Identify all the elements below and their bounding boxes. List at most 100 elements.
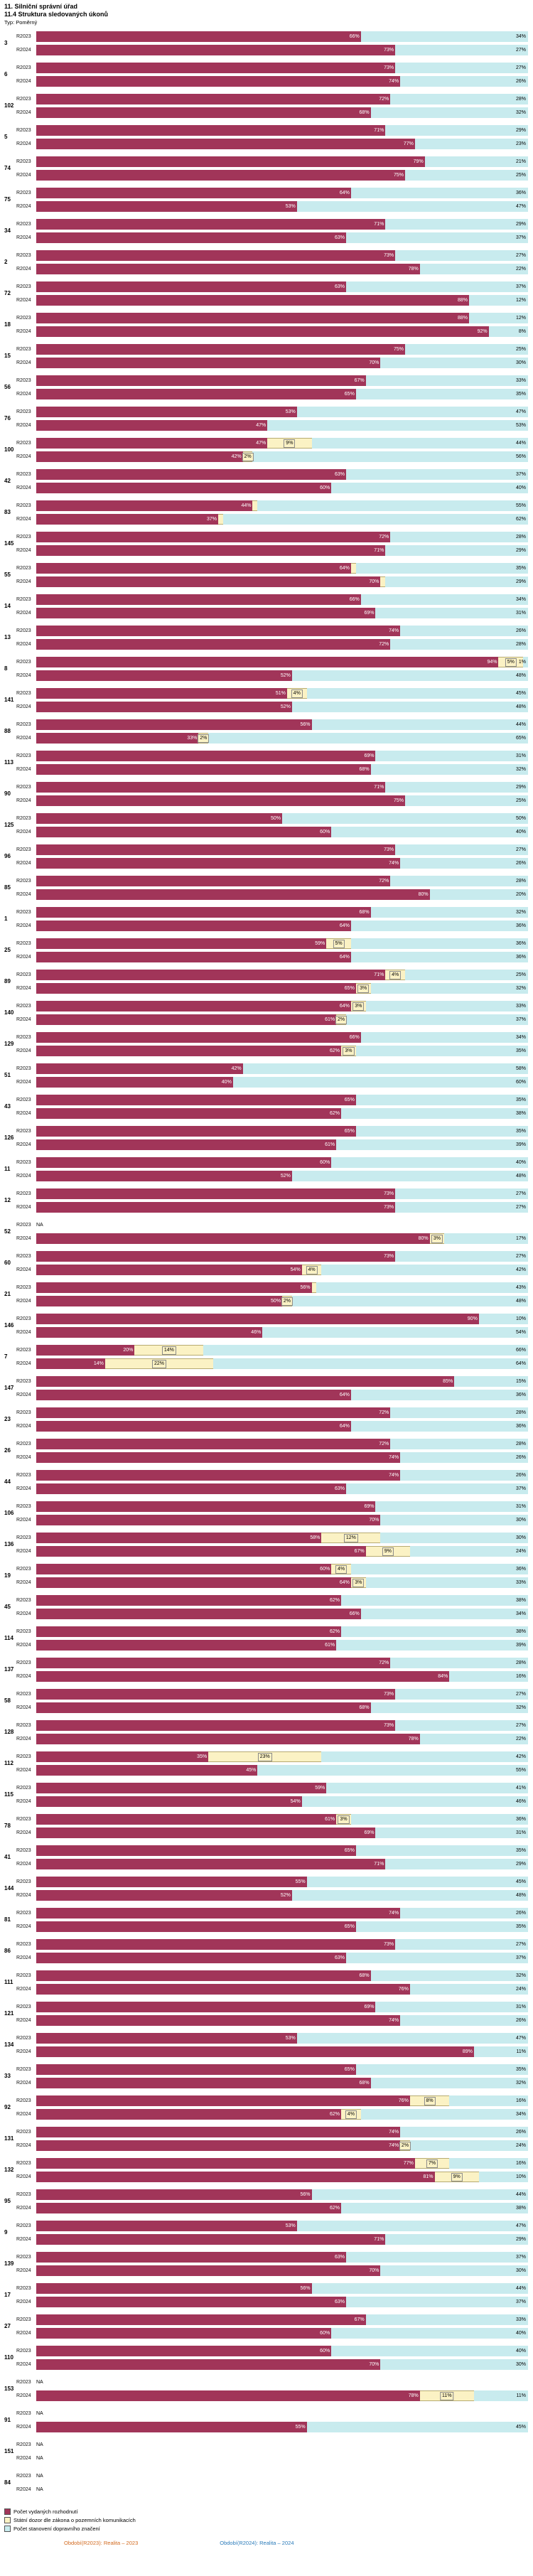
value-label: 4% [389, 970, 402, 980]
value-label: 32% [515, 2080, 526, 2086]
period-label: R2024 [16, 1579, 31, 1585]
segment-rozhodnuti: 60% [36, 826, 332, 837]
value-label: 74% [389, 1454, 399, 1460]
value-label: 20% [515, 891, 526, 897]
segment-znaceni: 31% [375, 750, 528, 761]
stacked-bar: 68% 32% [36, 2077, 528, 2088]
segment-rozhodnuti: 71% [36, 218, 386, 230]
value-label: 28% [515, 1410, 526, 1415]
value-label: 69% [364, 2004, 375, 2009]
segment-rozhodnuti: 69% [36, 1827, 376, 1838]
segment-znaceni: 33% [365, 375, 528, 386]
period-label: R2024 [16, 1705, 31, 1710]
period-label: R2023 [16, 2254, 31, 2260]
value-label: 35% [515, 1847, 526, 1853]
period-label: R2024 [16, 1923, 31, 1929]
value-label: 32% [515, 109, 526, 115]
group-label: 144 [4, 1885, 14, 1891]
stacked-bar: 72% 28% [36, 638, 528, 650]
chart-row: R2024 68% 32% [16, 1702, 528, 1713]
chart-row: R2024 67% 9% 24% [16, 1545, 528, 1557]
value-label: 65% [344, 1847, 355, 1853]
chart-row: R2023 66% 34% [16, 1031, 528, 1043]
legend-dozor-swatch [4, 2517, 11, 2523]
value-label: 4% [291, 689, 303, 698]
segment-rozhodnuti: 69% [36, 1501, 376, 1512]
group-label: 12 [4, 1197, 11, 1203]
value-label: 73% [384, 47, 394, 53]
period-label: R2023 [16, 1191, 31, 1196]
value-label: 31% [515, 1503, 526, 1509]
segment-rozhodnuti: 80% [36, 889, 430, 900]
value-label: 26% [515, 2017, 526, 2023]
segment-rozhodnuti: 75% [36, 169, 405, 181]
chart-row: R2024 78% 22% [16, 1733, 528, 1744]
chart-legend: Počet vydaných rozhodnutí Státní dozor dl… [0, 2501, 533, 2532]
segment-znaceni: 26% [400, 2014, 528, 2026]
segment-rozhodnuti: 47% [36, 437, 268, 449]
segment-rozhodnuti: 62% [36, 1626, 342, 1637]
period-label: R2024 [16, 2111, 31, 2117]
group-label: 100 [4, 446, 14, 453]
stacked-bar: 71% 29% [36, 544, 528, 556]
segment-dozor: 4% [341, 2108, 361, 2120]
segment-rozhodnuti: 65% [36, 388, 356, 399]
value-label: 56% [300, 2191, 311, 2197]
value-label: 60% [320, 2330, 330, 2336]
stacked-bar: 60% 4% 36% [36, 1563, 528, 1574]
segment-dozor: 2% [198, 732, 210, 744]
chart-row: R2023 56% 44% [16, 719, 528, 730]
chart-row: R2023 74% 26% [16, 1469, 528, 1481]
value-label: 40% [515, 2348, 526, 2354]
period-label: R2024 [16, 2049, 31, 2054]
chart-row: R2023 72% 28% [16, 1438, 528, 1449]
value-label: 50% [270, 1298, 281, 1304]
chart-row: R2023 68% 32% [16, 906, 528, 918]
value-label: 64% [339, 190, 350, 195]
chart-row: R2024 54% 46% [16, 1796, 528, 1807]
bar-group: 7 R2023 20% 14% 66% R2024 14% 22% 64% [4, 1344, 528, 1369]
stacked-bar: 74% 26% [36, 2126, 528, 2137]
segment-znaceni: 44% [311, 2189, 528, 2200]
group-label: 88 [4, 728, 11, 734]
value-label: 36% [515, 1816, 526, 1822]
chart-row: R2024 60% 40% [16, 482, 528, 493]
stacked-bar: 70% 29% [36, 576, 528, 587]
value-label: 34% [515, 1611, 526, 1616]
segment-rozhodnuti: 72% [36, 1407, 391, 1418]
segment-rozhodnuti: 60% [36, 2345, 332, 2356]
stacked-bar: 74% 26% [36, 625, 528, 636]
period-label: R2023 [16, 1097, 31, 1102]
chart-row: R2024 68% 32% [16, 2077, 528, 2088]
segment-rozhodnuti: 67% [36, 2314, 366, 2325]
value-label: 66% [349, 596, 360, 602]
stacked-bar: 51% 4% 45% [36, 687, 528, 699]
bar-group: 145 R2023 72% 28% R2024 71% 29% [4, 531, 528, 556]
segment-znaceni: 64% [213, 1358, 528, 1369]
value-label: 65% [344, 2066, 355, 2072]
value-label: 68% [359, 1973, 370, 1978]
period-label: R2024 [16, 1673, 31, 1679]
stacked-bar: 70% 30% [36, 1514, 528, 1525]
segment-znaceni: 27% [395, 1250, 528, 1262]
stacked-bar: 90% 10% [36, 1313, 528, 1324]
stacked-bar: 61% 3% 36% [36, 1813, 528, 1825]
bar-group: 14 R2023 66% 34% R2024 69% 31% [4, 594, 528, 618]
chart-row: R2024 63% 37% [16, 1952, 528, 1963]
segment-rozhodnuti: 53% [36, 406, 297, 417]
value-label: 47% [256, 440, 266, 446]
value-label: 38% [515, 1628, 526, 1634]
period-label: R2024 [16, 360, 31, 365]
value-label: 61% [325, 1816, 335, 1822]
group-label: 21 [4, 1291, 11, 1297]
segment-znaceni: 41% [326, 1782, 528, 1793]
period-label: R2023 [16, 190, 31, 195]
chart-row: R2024 33% 2% 65% [16, 732, 528, 744]
segment-znaceni: 27% [395, 44, 528, 55]
segment-rozhodnuti: 71% [36, 544, 386, 556]
period-label: R2023 [16, 2004, 31, 2009]
segment-rozhodnuti: 73% [36, 1719, 396, 1731]
stacked-bar: 14% 22% 64% [36, 1358, 528, 1369]
segment-znaceni: 29% [385, 544, 528, 556]
stacked-bar: 53% 47% [36, 2220, 528, 2231]
